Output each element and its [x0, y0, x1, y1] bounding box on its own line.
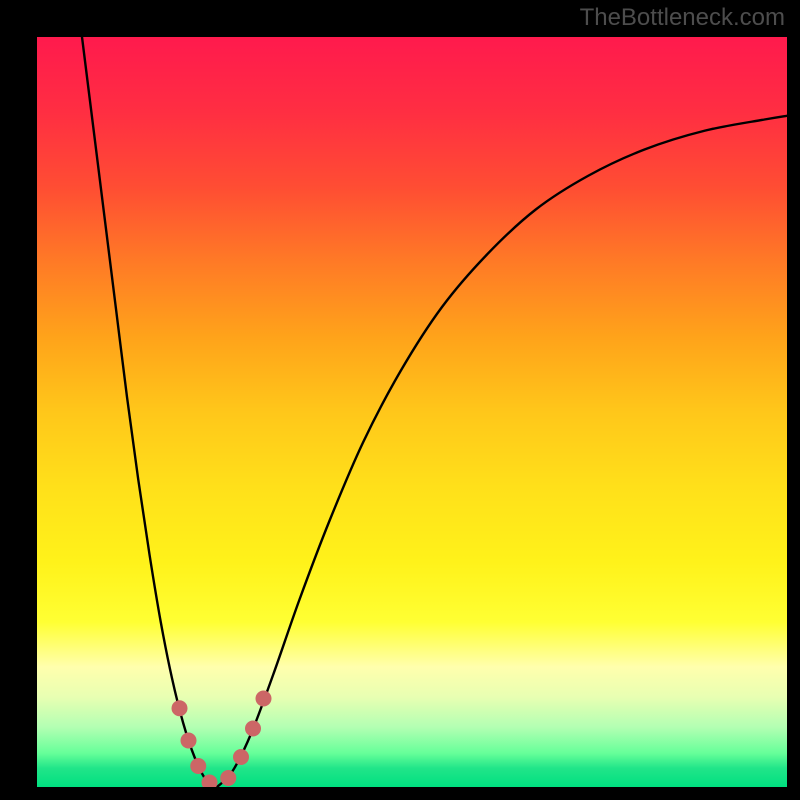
data-marker: [190, 758, 206, 774]
watermark-text: TheBottleneck.com: [580, 4, 785, 32]
curve-left-branch: [82, 37, 217, 787]
data-marker: [245, 721, 261, 737]
data-marker: [220, 770, 236, 786]
plot-area: [37, 37, 787, 787]
curve-right-branch: [217, 116, 787, 787]
data-marker: [172, 700, 188, 716]
curve-layer: [37, 37, 787, 787]
data-marker: [256, 691, 272, 707]
data-marker: [233, 749, 249, 765]
data-marker: [181, 733, 197, 749]
chart-root: TheBottleneck.com: [0, 0, 800, 800]
